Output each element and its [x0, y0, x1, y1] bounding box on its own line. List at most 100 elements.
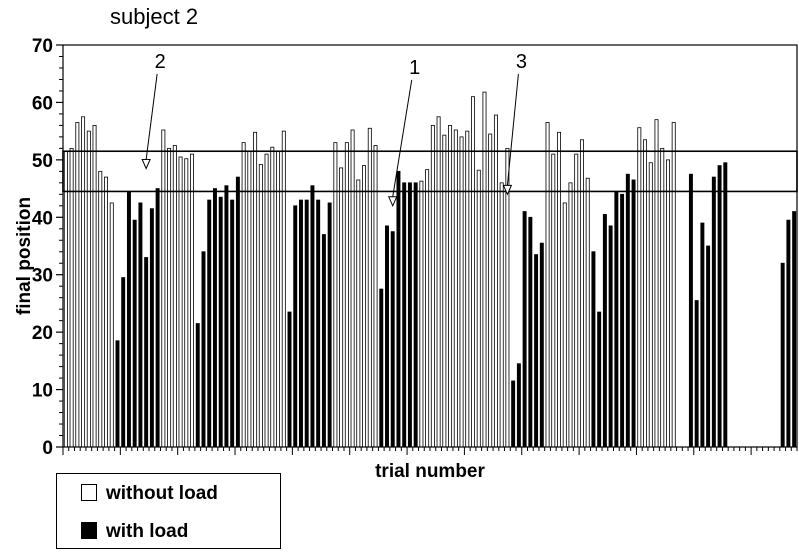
bar-without-load	[276, 150, 281, 448]
bar-without-load	[654, 119, 659, 448]
bar-with-load	[539, 242, 544, 448]
bar-without-load	[264, 153, 269, 448]
bar-with-load	[115, 340, 120, 448]
bar-without-load	[476, 169, 481, 448]
bar-with-load	[780, 262, 785, 448]
bar-without-load	[643, 139, 648, 448]
bar-with-load	[717, 165, 722, 448]
bar-without-load	[184, 158, 189, 448]
legend-label-without-load: without load	[106, 483, 218, 504]
bar-with-load	[597, 311, 602, 448]
bar-without-load	[258, 164, 263, 448]
y-axis-label: final position	[14, 196, 35, 316]
bar-without-load	[104, 176, 108, 448]
legend: without load with load	[56, 473, 281, 549]
bar-with-load	[379, 288, 384, 448]
bar-without-load	[253, 131, 258, 448]
bar-with-load	[608, 225, 613, 448]
bar-without-load	[465, 130, 470, 448]
bar-without-load	[63, 150, 68, 448]
bar-with-load	[310, 185, 315, 448]
bar-with-load	[327, 202, 332, 448]
bar-without-load	[436, 116, 441, 448]
annotation-arrowhead	[141, 158, 151, 170]
bar-without-load	[161, 129, 166, 448]
bar-without-load	[637, 127, 642, 448]
bar-without-load	[419, 180, 424, 448]
bar-with-load	[201, 251, 206, 448]
bar-without-load	[178, 156, 183, 448]
y-tick-label: 70	[32, 36, 53, 57]
bar-without-load	[362, 165, 367, 448]
bar-with-load	[149, 208, 154, 448]
bar-with-load	[298, 199, 303, 448]
bar-without-load	[660, 147, 665, 448]
bar-without-load	[493, 114, 498, 448]
legend-item-with-load: with load	[81, 521, 188, 543]
bar-without-load	[350, 129, 355, 448]
bar-without-load	[448, 125, 453, 448]
legend-item-without-load: without load	[81, 483, 218, 505]
bar-with-load	[212, 188, 217, 448]
bar-without-load	[69, 147, 74, 448]
legend-label-with-load: with load	[106, 521, 189, 542]
bar-without-load	[86, 130, 91, 448]
bar-without-load	[671, 122, 676, 448]
annotation-leader	[145, 73, 158, 160]
bar-without-load	[579, 139, 584, 448]
bar-without-load	[241, 142, 246, 448]
annotation-leader	[392, 79, 413, 197]
bar-with-load	[390, 231, 395, 448]
bar-without-load	[92, 125, 97, 448]
annotation-label: 3	[516, 51, 527, 73]
bar-with-load	[321, 234, 326, 448]
annotation-leader	[506, 73, 519, 186]
bar-with-load	[723, 162, 728, 448]
bar-without-load	[585, 177, 590, 448]
bar-without-load	[648, 162, 653, 448]
bar-with-load	[516, 363, 521, 448]
bar-with-load	[620, 193, 625, 448]
bar-without-load	[442, 134, 447, 448]
bar-with-load	[402, 182, 407, 448]
bar-without-load	[666, 159, 670, 448]
bar-with-load	[293, 205, 298, 448]
annotation-arrowhead	[387, 196, 398, 208]
bar-with-load	[218, 196, 223, 448]
bar-without-load	[98, 170, 103, 448]
bar-without-load	[339, 167, 344, 448]
bar-with-load	[207, 199, 212, 448]
bar-without-load	[471, 96, 475, 448]
bar-with-load	[230, 199, 235, 448]
bar-without-load	[167, 147, 172, 448]
bar-with-load	[522, 211, 527, 448]
bar-with-load	[121, 277, 126, 448]
chart-subtitle: subject 2	[110, 4, 199, 29]
legend-swatch-with-load	[81, 522, 97, 539]
bar-with-load	[407, 182, 412, 448]
bar-with-load	[625, 173, 630, 448]
y-tick-label: 10	[32, 381, 53, 402]
bar-without-load	[281, 130, 286, 448]
legend-swatch-without-load	[81, 484, 97, 501]
bar-with-load	[138, 202, 143, 448]
annotation-label: 2	[155, 51, 166, 73]
bar-with-load	[694, 300, 699, 448]
bar-without-load	[482, 91, 487, 448]
bar-with-load	[786, 219, 791, 448]
bar-with-load	[126, 191, 131, 448]
bar-without-load	[367, 127, 372, 448]
bar-with-load	[195, 323, 200, 448]
bar-without-load	[568, 182, 573, 448]
bar-with-load	[511, 380, 516, 448]
y-tick-label: 0	[42, 438, 53, 459]
bar-without-load	[574, 153, 579, 448]
bar-without-load	[488, 133, 493, 448]
bar-without-load	[75, 122, 80, 448]
bar-with-load	[711, 176, 716, 448]
bar-without-load	[333, 142, 338, 448]
bar-with-load	[631, 179, 636, 448]
y-tick-label: 30	[32, 266, 53, 287]
